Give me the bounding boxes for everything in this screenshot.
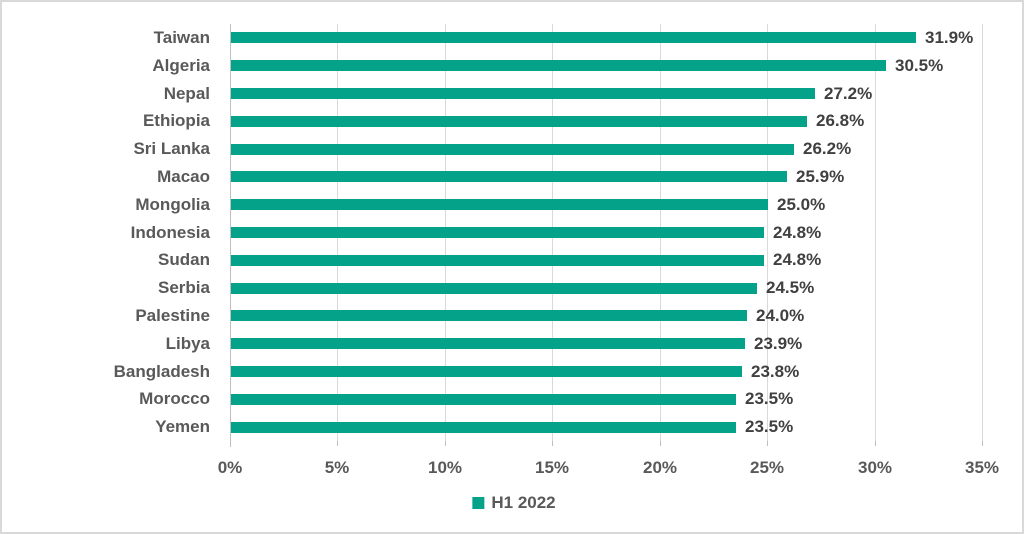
value-axis-line	[230, 24, 231, 447]
bar	[231, 422, 736, 433]
bar	[231, 116, 807, 127]
x-tick-label: 10%	[427, 458, 463, 477]
category-label: Palestine	[135, 306, 210, 325]
value-label: 24.5%	[766, 278, 815, 297]
x-tick-label: 20%	[642, 458, 678, 477]
value-label: 24.0%	[756, 306, 805, 325]
bar	[231, 255, 764, 266]
value-label: 24.8%	[773, 250, 822, 269]
bar	[231, 366, 742, 377]
value-label: 24.8%	[773, 223, 822, 242]
bar	[231, 199, 768, 210]
gridline	[767, 24, 768, 441]
bar	[231, 394, 736, 405]
value-label: 26.2%	[803, 139, 852, 158]
value-label: 23.5%	[745, 417, 794, 436]
category-label: Yemen	[155, 417, 210, 436]
category-label: Algeria	[152, 56, 210, 75]
gridline	[982, 24, 983, 441]
category-label: Taiwan	[153, 28, 210, 47]
category-label: Ethiopia	[142, 111, 210, 130]
bar	[231, 144, 794, 155]
value-label: 27.2%	[824, 84, 873, 103]
category-label: Macao	[157, 167, 210, 186]
x-tick-label: 35%	[964, 458, 1000, 477]
axis-tick	[767, 441, 768, 446]
axis-tick	[982, 441, 983, 446]
category-label: Mongolia	[135, 195, 210, 214]
axis-tick	[875, 441, 876, 446]
category-label: Sri Lanka	[133, 139, 210, 158]
category-label: Nepal	[163, 84, 210, 103]
category-label: Indonesia	[130, 223, 210, 242]
axis-tick	[552, 441, 553, 446]
bar	[231, 310, 747, 321]
category-label: Libya	[165, 334, 210, 353]
legend: H1 2022	[472, 493, 556, 512]
value-label: 25.9%	[796, 167, 845, 186]
legend-swatch-icon	[472, 497, 485, 509]
bar	[231, 171, 787, 182]
value-label: 26.8%	[816, 111, 865, 130]
x-tick-label: 5%	[324, 458, 350, 477]
x-tick-label: 30%	[857, 458, 893, 477]
bar	[231, 283, 757, 294]
axis-tick	[445, 441, 446, 446]
category-label: Bangladesh	[113, 362, 210, 381]
bar	[231, 60, 886, 71]
value-label: 23.5%	[745, 389, 794, 408]
x-tick-label: 0%	[217, 458, 243, 477]
bar	[231, 338, 745, 349]
value-label: 23.9%	[754, 334, 803, 353]
legend-label: H1 2022	[491, 493, 556, 512]
value-label: 31.9%	[925, 28, 974, 47]
bar	[231, 32, 916, 43]
category-label: Morocco	[139, 389, 210, 408]
gridline	[875, 24, 876, 441]
x-tick-label: 25%	[749, 458, 785, 477]
category-label: Serbia	[158, 278, 210, 297]
value-label: 23.8%	[751, 362, 800, 381]
bar	[231, 227, 764, 238]
x-tick-label: 15%	[534, 458, 570, 477]
value-label: 25.0%	[777, 195, 826, 214]
value-label: 30.5%	[895, 56, 944, 75]
axis-tick	[660, 441, 661, 446]
bar	[231, 88, 815, 99]
axis-tick	[337, 441, 338, 446]
category-label: Sudan	[158, 250, 210, 269]
